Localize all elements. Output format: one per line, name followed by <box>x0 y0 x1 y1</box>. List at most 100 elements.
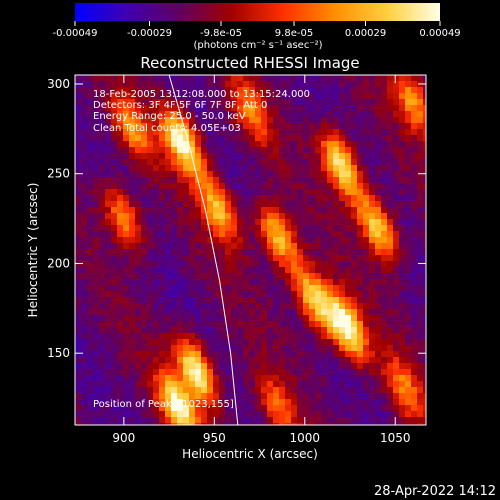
heatmap-cell <box>423 375 426 382</box>
heatmap-cell <box>285 219 292 226</box>
heatmap-cell <box>357 393 364 400</box>
heatmap-cell <box>315 375 322 382</box>
heatmap-cell <box>147 189 154 196</box>
heatmap-cell <box>87 411 94 418</box>
heatmap-cell <box>105 411 112 418</box>
heatmap-cell <box>117 255 124 262</box>
heatmap-cell <box>105 159 112 166</box>
heatmap-cell <box>273 327 280 334</box>
heatmap-cell <box>399 183 406 190</box>
heatmap-cell <box>147 153 154 160</box>
heatmap-cell <box>303 255 310 262</box>
heatmap-cell <box>177 207 184 214</box>
heatmap-cell <box>327 243 334 250</box>
heatmap-cell <box>219 369 226 376</box>
heatmap-cell <box>273 93 280 100</box>
heatmap-cell <box>267 279 274 286</box>
heatmap-cell <box>315 393 322 400</box>
heatmap-cell <box>363 141 370 148</box>
heatmap-cell <box>351 333 358 340</box>
heatmap-cell <box>345 375 352 382</box>
heatmap-cell <box>135 393 142 400</box>
heatmap-cell <box>333 399 340 406</box>
heatmap-cell <box>231 231 238 238</box>
heatmap-cell <box>237 351 244 358</box>
heatmap-cell <box>369 399 376 406</box>
heatmap-cell <box>255 123 262 130</box>
heatmap-cell <box>273 207 280 214</box>
heatmap-cell <box>411 411 418 418</box>
heatmap-cell <box>309 345 316 352</box>
heatmap-cell <box>159 291 166 298</box>
heatmap-cell <box>417 135 424 142</box>
heatmap-cell <box>183 171 190 178</box>
heatmap-cell <box>297 111 304 118</box>
heatmap-cell <box>159 273 166 280</box>
heatmap-cell <box>339 345 346 352</box>
heatmap-cell <box>159 129 166 136</box>
heatmap-cell <box>255 87 262 94</box>
heatmap-cell <box>195 405 202 412</box>
heatmap-cell <box>285 75 292 82</box>
heatmap-cell <box>159 87 166 94</box>
heatmap-cell <box>357 159 364 166</box>
heatmap-cell <box>297 201 304 208</box>
heatmap-cell <box>165 75 172 82</box>
heatmap-cell <box>285 423 292 425</box>
heatmap-cell <box>333 297 340 304</box>
heatmap-cell <box>357 195 364 202</box>
heatmap-cell <box>159 357 166 364</box>
heatmap-cell <box>225 147 232 154</box>
heatmap-cell <box>81 81 88 88</box>
heatmap-cell <box>237 249 244 256</box>
heatmap-cell <box>417 387 424 394</box>
heatmap-cell <box>243 255 250 262</box>
heatmap-cell <box>417 141 424 148</box>
heatmap-cell <box>417 195 424 202</box>
heatmap-cell <box>225 129 232 136</box>
heatmap-cell <box>381 201 388 208</box>
heatmap-cell <box>285 195 292 202</box>
heatmap-cell <box>213 201 220 208</box>
heatmap-cell <box>357 369 364 376</box>
heatmap-cell <box>423 225 426 232</box>
heatmap-cell <box>411 423 418 425</box>
heatmap-cell <box>117 351 124 358</box>
heatmap-cell <box>417 123 424 130</box>
heatmap-cell <box>165 369 172 376</box>
heatmap-cell <box>333 285 340 292</box>
heatmap-cell <box>381 165 388 172</box>
heatmap-cell <box>351 87 358 94</box>
heatmap-cell <box>219 219 226 226</box>
heatmap-cell <box>267 165 274 172</box>
heatmap-cell <box>153 303 160 310</box>
heatmap-cell <box>333 279 340 286</box>
heatmap-cell <box>135 81 142 88</box>
heatmap-cell <box>309 81 316 88</box>
heatmap-cell <box>189 405 196 412</box>
heatmap-cell <box>285 309 292 316</box>
heatmap-cell <box>147 351 154 358</box>
heatmap-cell <box>327 201 334 208</box>
heatmap-cell <box>315 417 322 424</box>
heatmap-cell <box>135 195 142 202</box>
heatmap-cell <box>87 99 94 106</box>
heatmap-cell <box>255 273 262 280</box>
heatmap-cell <box>303 93 310 100</box>
heatmap-cell <box>111 237 118 244</box>
heatmap-cell <box>357 123 364 130</box>
heatmap-cell <box>321 333 328 340</box>
heatmap-cell <box>243 405 250 412</box>
heatmap-cell <box>153 189 160 196</box>
heatmap-cell <box>351 267 358 274</box>
heatmap-cell <box>345 87 352 94</box>
heatmap-cell <box>129 93 136 100</box>
heatmap-cell <box>201 303 208 310</box>
heatmap-cell <box>201 165 208 172</box>
heatmap-cell <box>171 213 178 220</box>
heatmap-cell <box>75 99 82 106</box>
heatmap-cell <box>291 321 298 328</box>
heatmap-cell <box>387 159 394 166</box>
heatmap-cell <box>201 141 208 148</box>
heatmap-cell <box>171 93 178 100</box>
